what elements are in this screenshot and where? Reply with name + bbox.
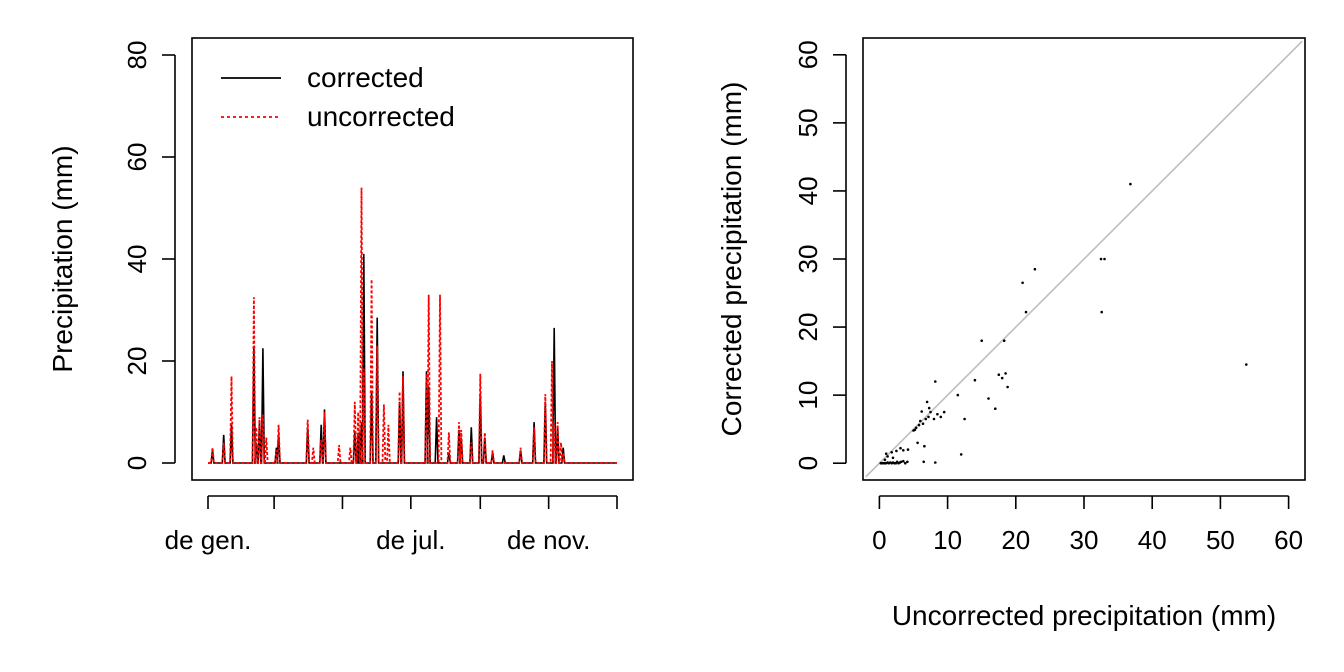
scatter-point: [1129, 182, 1132, 186]
timeseries-y-tick-label: 20: [122, 347, 152, 376]
scatter-point: [973, 378, 977, 382]
scatter-point: [902, 449, 905, 452]
scatter-y-tick-label: 0: [793, 456, 823, 470]
scatter-point: [913, 428, 917, 432]
timeseries-y-tick-label: 60: [122, 143, 152, 172]
scatter-point: [919, 419, 922, 423]
scatter-point: [883, 458, 887, 462]
scatter-x-tick-label: 20: [1001, 525, 1030, 555]
scatter-point: [1100, 310, 1103, 314]
scatter-point: [923, 444, 926, 448]
scatter-point: [987, 397, 990, 400]
scatter-point: [932, 417, 936, 421]
scatter-point: [916, 441, 919, 445]
timeseries-y-axis-label: Precipitation (mm): [47, 145, 78, 372]
scatter-point: [956, 393, 960, 397]
timeseries-series: [208, 187, 617, 464]
scatter-point: [1103, 257, 1106, 261]
scatter-y-axis-label: Corrected precipitation (mm): [716, 82, 747, 437]
scatter-point: [1033, 267, 1037, 271]
scatter-point: [920, 410, 923, 413]
scatter-point: [891, 456, 895, 460]
scatter-point: [906, 460, 909, 464]
scatter-point: [980, 339, 983, 343]
scatter-plot-box: [862, 37, 1306, 481]
scatter-point: [899, 460, 903, 464]
scatter-point: [921, 422, 925, 426]
scatter-x-axis-label: Uncorrected precipitation (mm): [892, 600, 1276, 631]
scatter-x-tick-label: 30: [1070, 525, 1099, 555]
scatter-point: [927, 415, 930, 419]
scatter-point: [906, 448, 910, 451]
scatter-point: [895, 449, 898, 453]
scatter-point: [899, 446, 902, 450]
timeseries-y-tick-label: 80: [122, 41, 152, 70]
scatter-point: [1004, 372, 1007, 375]
scatter-point: [997, 373, 1001, 377]
timeseries-plot-box: [191, 37, 634, 481]
scatter-y-tick-label: 60: [793, 40, 823, 69]
scatter-point: [884, 452, 888, 456]
scatter-point: [904, 461, 907, 465]
legend-corrected-label: corrected: [307, 62, 424, 93]
scatter-point: [914, 426, 918, 430]
scatter-point: [1245, 363, 1248, 366]
timeseries-x-tick-label: de jul.: [376, 525, 445, 555]
scatter-point: [902, 459, 905, 463]
timeseries-y-axis: 0 20 40 60 80: [122, 41, 176, 470]
scatter-point: [1002, 339, 1006, 343]
scatter-point: [927, 406, 931, 410]
scatter-x-tick-label: 0: [872, 525, 886, 555]
scatter-y-tick-label: 30: [793, 245, 823, 274]
scatter-point: [934, 380, 937, 383]
scatter-point: [890, 451, 893, 454]
scatter-point: [1024, 310, 1028, 314]
scatter-point: [994, 407, 997, 411]
scatter-y-tick-label: 40: [793, 176, 823, 205]
scatter-point: [929, 410, 932, 414]
scatter-point: [917, 423, 921, 427]
series-uncorrected-line: [208, 187, 617, 464]
scatter-point: [939, 415, 943, 419]
scatter-x-tick-label: 40: [1138, 525, 1167, 555]
scatter-y-tick-label: 50: [793, 108, 823, 137]
identity-line: [865, 40, 1303, 478]
series-corrected-line: [208, 253, 617, 464]
scatter-point: [1006, 385, 1009, 389]
scatter-x-tick-label: 10: [933, 525, 962, 555]
scatter-point: [959, 453, 963, 456]
scatter-panel: 0 10 20 30 40 50 60 0 10 20 30 40 50 60 Corrected pr…: [716, 37, 1306, 631]
scatter-point: [936, 412, 939, 416]
scatter-point: [1099, 257, 1103, 261]
scatter-y-tick-label: 20: [793, 313, 823, 342]
scatter-x-axis: 0 10 20 30 40 50 60: [872, 495, 1303, 555]
scatter-points: [879, 182, 1248, 465]
scatter-y-tick-label: 10: [793, 381, 823, 410]
scatter-point: [963, 417, 966, 421]
scatter-point: [922, 460, 925, 464]
scatter-point: [1021, 281, 1024, 285]
scatter-point: [886, 455, 889, 458]
scatter-point: [1000, 376, 1004, 380]
scatter-point: [942, 410, 946, 414]
timeseries-x-tick-label: de nov.: [507, 525, 590, 555]
legend-uncorrected-label: uncorrected: [307, 101, 455, 132]
timeseries-y-tick-label: 0: [122, 456, 152, 470]
timeseries-x-tick-label: de gen.: [165, 525, 252, 555]
scatter-y-axis: 0 10 20 30 40 50 60: [793, 40, 847, 470]
scatter-x-tick-label: 60: [1274, 525, 1303, 555]
timeseries-x-axis: de gen. de jul. de nov.: [165, 495, 618, 555]
legend: corrected uncorrected: [221, 62, 455, 132]
scatter-point: [925, 400, 929, 404]
timeseries-panel: 0 20 40 60 80 de gen. de jul. de nov. Precipit…: [47, 37, 634, 555]
scatter-point: [934, 461, 937, 464]
scatter-point: [924, 417, 928, 421]
timeseries-y-tick-label: 40: [122, 245, 152, 274]
scatter-x-tick-label: 50: [1206, 525, 1235, 555]
